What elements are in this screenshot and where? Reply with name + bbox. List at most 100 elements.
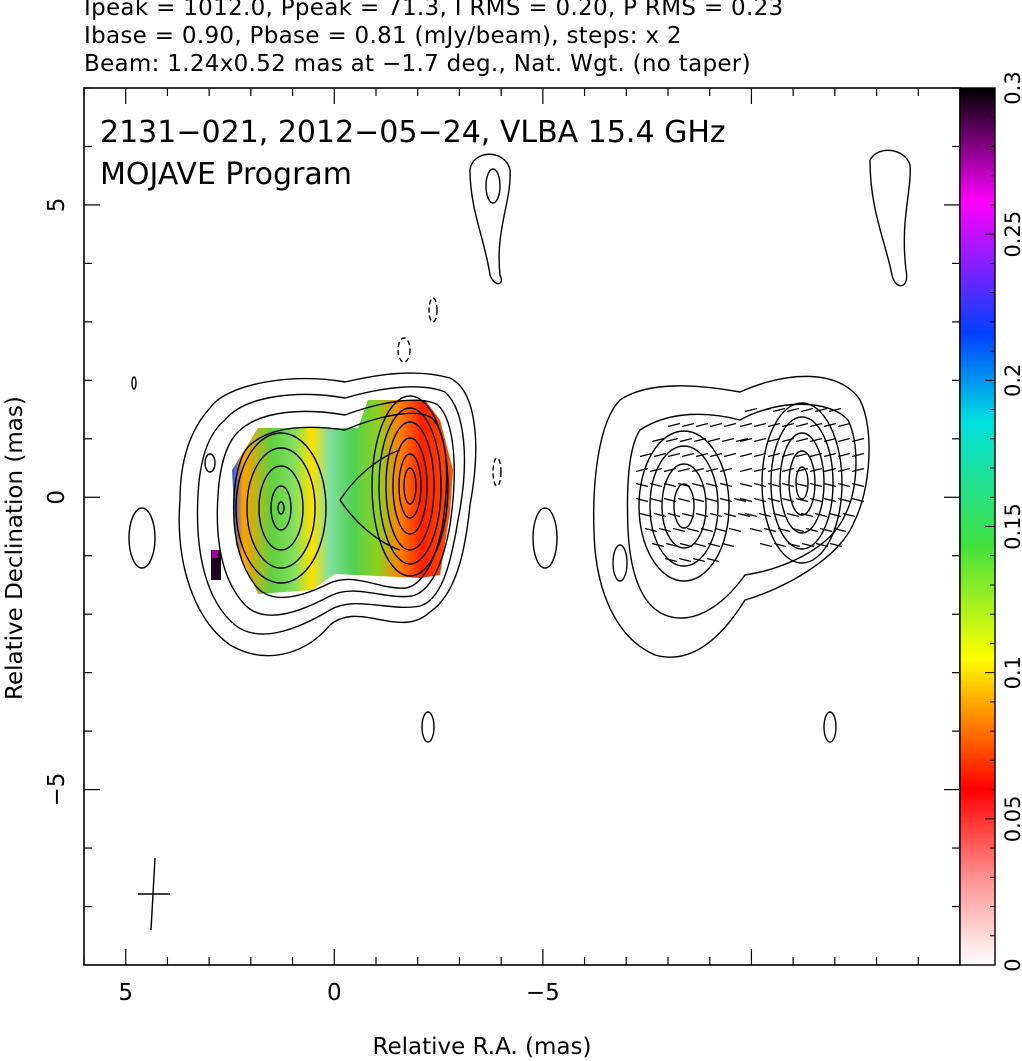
evpa-tick — [739, 437, 753, 443]
evpa-tick — [795, 437, 809, 443]
evpa-tick — [795, 497, 809, 503]
evpa-tick — [837, 437, 851, 443]
colorbar-tick-label: 0.1 — [1001, 656, 1022, 689]
evpa-tick — [823, 452, 837, 458]
evpa-tick — [744, 512, 758, 518]
noise-contour — [823, 711, 837, 743]
negative-contour — [397, 337, 411, 363]
evpa-tick — [663, 497, 677, 503]
stokes-i-contour — [371, 395, 449, 577]
evpa-tick — [678, 557, 692, 563]
stokes-i-contour — [232, 412, 448, 598]
evpa-tick — [758, 512, 772, 518]
evpa-tick — [739, 422, 753, 428]
colorbar-tick-label: 0.15 — [1001, 503, 1022, 550]
plot-subtitle: MOJAVE Program — [100, 157, 352, 192]
evpa-tick — [677, 497, 691, 503]
evpa-tick — [692, 557, 706, 563]
x-axis-label: Relative R.A. (mas) — [373, 1034, 592, 1060]
x-tick-label: −5 — [526, 980, 560, 1006]
evpa-tick — [814, 512, 828, 518]
evpa-tick — [691, 467, 705, 473]
evpa-tick — [707, 437, 721, 443]
evpa-tick — [753, 452, 767, 458]
evpa-tick — [781, 482, 795, 488]
evpa-tick — [786, 512, 800, 518]
evpa-tick — [665, 542, 679, 548]
stokes-i-contour — [770, 416, 834, 550]
evpa-tick — [809, 422, 823, 428]
evpa-tick — [781, 422, 795, 428]
evpa-tick — [700, 527, 714, 533]
evpa-tick — [809, 467, 823, 473]
evpa-tick — [735, 437, 749, 443]
header-line-1: Ipeak = 1012.0, Ppeak = 71.3, I RMS = 0.… — [84, 0, 784, 21]
evpa-tick — [739, 467, 753, 473]
evpa-tick — [651, 437, 665, 443]
evpa-tick — [787, 542, 801, 548]
evpa-tick — [795, 467, 809, 473]
evpa-tick — [814, 407, 828, 413]
evpa-tick — [681, 422, 695, 428]
evpa-tick — [649, 482, 663, 488]
evpa-tick — [705, 467, 719, 473]
evpa-tick — [758, 407, 772, 413]
evpa-tick — [753, 497, 767, 503]
evpa-tick — [681, 452, 695, 458]
evpa-tick — [635, 497, 649, 503]
evpa-tick — [749, 527, 763, 533]
stokes-i-contour — [593, 375, 870, 658]
evpa-tick — [677, 482, 691, 488]
noise-contour — [612, 544, 628, 582]
evpa-tick — [795, 422, 809, 428]
evpa-tick — [737, 512, 751, 518]
evpa-tick — [823, 437, 837, 443]
evpa-tick — [823, 497, 837, 503]
evpa-tick — [781, 452, 795, 458]
evpa-tick — [705, 482, 719, 488]
stokes-i-contour — [638, 430, 730, 582]
stokes-i-contour — [626, 403, 857, 619]
evpa-tick — [767, 482, 781, 488]
evpa-tick — [686, 527, 700, 533]
evpa-tick — [772, 407, 786, 413]
stokes-i-contour — [392, 437, 428, 535]
noise-contour — [421, 711, 435, 743]
evpa-tick — [635, 482, 649, 488]
stokes-i-contour — [270, 485, 292, 531]
negative-contour — [428, 297, 438, 323]
evpa-tick — [677, 467, 691, 473]
evpa-tick — [786, 407, 800, 413]
evpa-tick — [800, 512, 814, 518]
evpa-tick — [651, 542, 665, 548]
evpa-tick — [791, 527, 805, 533]
evpa-tick — [723, 422, 737, 428]
evpa-tick — [649, 497, 663, 503]
evpa-tick — [693, 542, 707, 548]
stokes-i-contour — [661, 463, 707, 549]
evpa-tick — [773, 542, 787, 548]
noise-contour — [128, 507, 156, 569]
evpa-tick — [767, 422, 781, 428]
evpa-tick — [663, 467, 677, 473]
evpa-tick — [851, 452, 865, 458]
evpa-tick — [753, 482, 767, 488]
evpa-tick — [681, 512, 695, 518]
evpa-tick — [837, 467, 851, 473]
evpa-tick — [767, 452, 781, 458]
evpa-tick — [809, 482, 823, 488]
evpa-tick — [679, 542, 693, 548]
evpa-tick — [658, 527, 672, 533]
evpa-tick — [753, 437, 767, 443]
evpa-tick — [653, 512, 667, 518]
stokes-i-contour — [216, 399, 455, 616]
noise-contour — [204, 453, 216, 473]
stokes-i-contour — [339, 449, 401, 551]
evpa-tick — [739, 482, 753, 488]
polarization-pixel-edge — [211, 550, 221, 580]
evpa-tick — [719, 467, 733, 473]
evpa-tick — [837, 497, 851, 503]
evpa-tick — [819, 527, 833, 533]
stokes-i-contour — [795, 466, 809, 500]
